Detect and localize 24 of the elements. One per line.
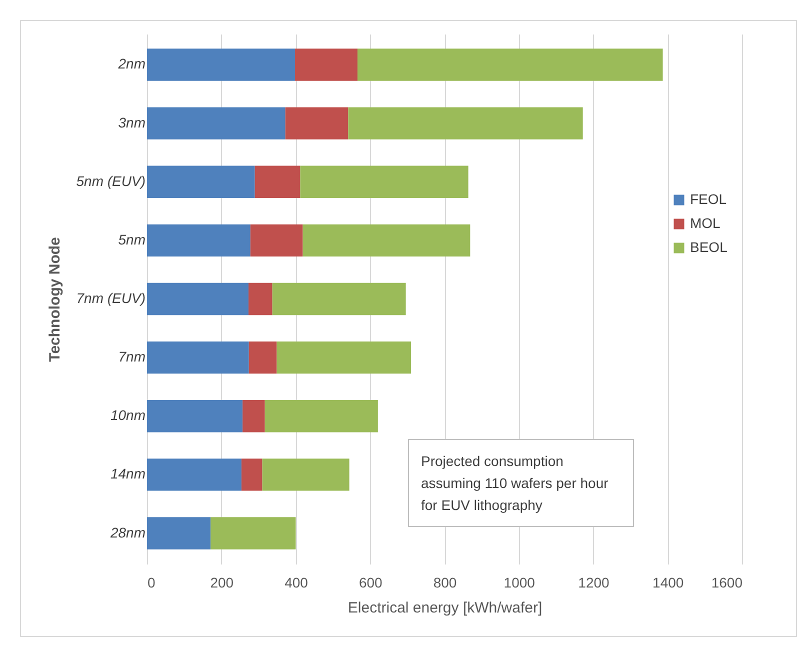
y-tick-label: 7nm (EUV): [76, 290, 146, 306]
x-tick-label: 600: [358, 574, 383, 590]
x-tick-label: 1400: [652, 574, 684, 590]
note-frame: Projected consumption assuming 110 wafers per hour for EUV lithography: [408, 439, 634, 527]
x-tick-label: 0: [148, 574, 156, 590]
y-tick-label: 5nm (EUV): [76, 172, 146, 189]
y-tick-label: 28nm: [109, 524, 146, 540]
y-tick-label: 10nm: [110, 407, 146, 424]
x-tick-label: 1200: [578, 574, 610, 590]
legend-label: FEOL: [690, 191, 727, 207]
x-tick-label: 800: [433, 574, 457, 590]
y-tick-label: 14nm: [110, 466, 146, 482]
y-tick-label: 7nm: [118, 348, 146, 365]
y-tick-label: 5nm: [118, 231, 146, 248]
x-axis-title: Electrical energy [kWh/wafer]: [348, 600, 542, 616]
x-tick-label: 400: [284, 574, 308, 590]
legend-label: MOL: [690, 215, 721, 231]
x-tick-label: 1000: [504, 574, 536, 590]
x-tick-label: 1600: [711, 574, 743, 590]
x-tick-label: 200: [210, 574, 234, 590]
y-tick-label: 3nm: [118, 114, 146, 130]
y-axis-title: Technology Node: [46, 237, 64, 362]
y-tick-label: 2nm: [117, 56, 146, 72]
legend-label: BEOL: [690, 239, 728, 255]
